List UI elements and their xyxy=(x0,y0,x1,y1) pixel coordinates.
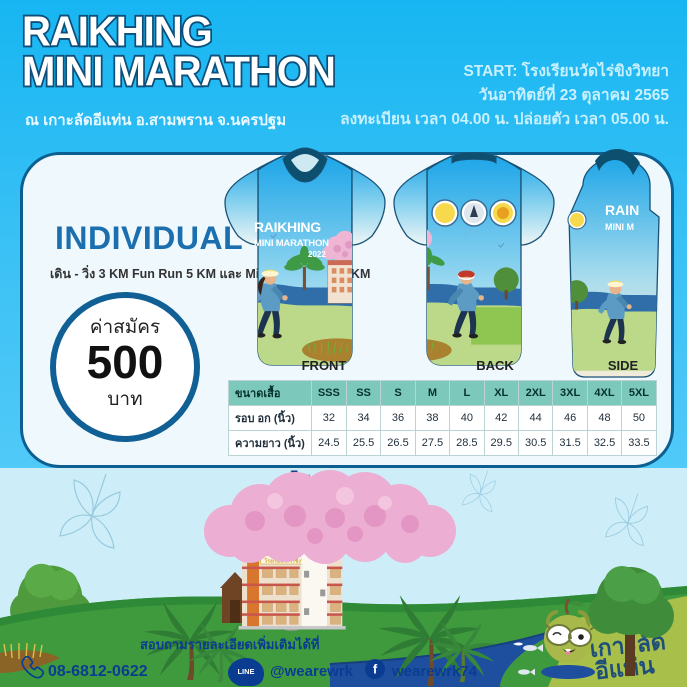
svg-text:LINE: LINE xyxy=(237,667,254,676)
svg-text:@wearewrk: @wearewrk xyxy=(270,663,354,680)
svg-text:08-6812-0622: 08-6812-0622 xyxy=(48,663,148,680)
svg-text:f: f xyxy=(373,662,378,677)
svg-text:wearewrk74: wearewrk74 xyxy=(391,663,478,680)
